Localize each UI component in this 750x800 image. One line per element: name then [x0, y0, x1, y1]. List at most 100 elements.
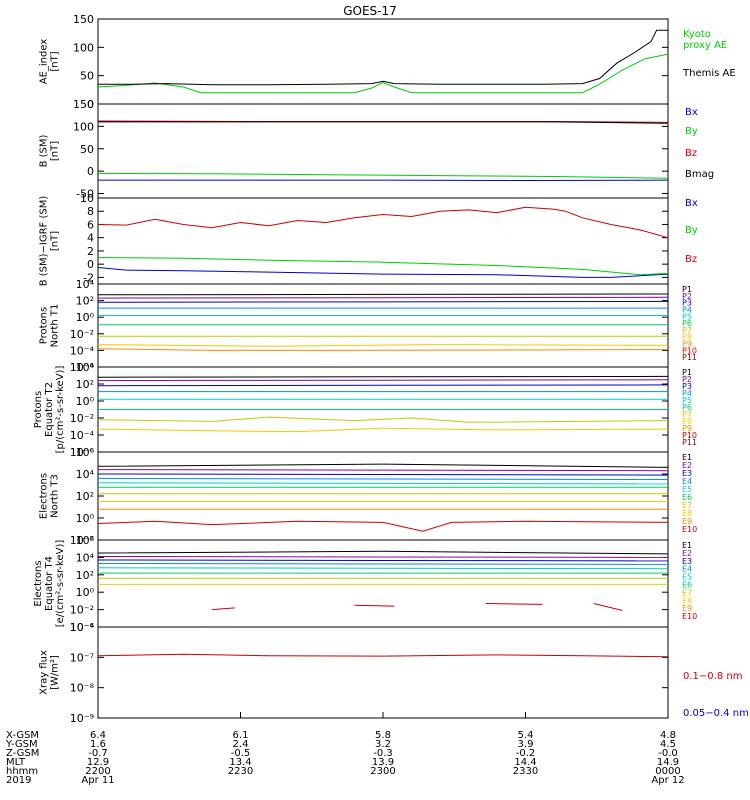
legend-p_north-P6: P6 — [682, 319, 692, 328]
ytick-label-bsm-2: 50 — [80, 143, 94, 156]
ytick-label-xray-0: 10⁻⁹ — [70, 712, 94, 725]
ytick-label-bdiff-6: 10 — [80, 192, 94, 205]
ytick-label-p_equator-1: 10⁻⁴ — [70, 429, 95, 442]
xaxis-row-value-0-3: 5.4 — [518, 730, 534, 741]
legend-e_equator-E8: E8 — [682, 596, 692, 605]
series-e_equator-E5 — [97, 567, 669, 570]
ytick-label-xray-2: 10⁻⁷ — [70, 651, 94, 664]
ytick-label-p_equator-0: 10⁻⁶ — [70, 446, 95, 459]
chart-title: GOES-17 — [343, 4, 397, 18]
xaxis-row-value-4-2: 2300 — [370, 766, 395, 777]
ylabel-p_equator-1: Equator T2 — [44, 382, 55, 437]
series-p_equator-P3 — [97, 384, 669, 387]
ytick-label-bdiff-3: 4 — [87, 232, 94, 245]
series-e_north-E3 — [97, 473, 669, 476]
xaxis-row-value-3-4: 14.9 — [657, 757, 679, 768]
ytick-label-bsm-0: -50 — [76, 188, 94, 201]
legend-e_north-E10: E10 — [682, 525, 697, 534]
panel-frame-ae — [97, 18, 669, 105]
legend-p_north-P2: P2 — [682, 292, 692, 301]
series-bdiff-Bx — [97, 267, 669, 278]
ytick-label-p_equator-4: 10² — [76, 378, 94, 391]
legend-p_equator-P9: P9 — [682, 424, 692, 433]
ylabel-p_north-0: Protons — [39, 307, 50, 344]
legend-p_equator-P11: P11 — [682, 438, 697, 447]
series-bsm-Bmag — [98, 121, 669, 124]
xaxis-row-value-0-1: 6.1 — [233, 730, 249, 741]
legend-p_north-P3: P3 — [682, 299, 692, 308]
ylabel-bsm-1: [nT] — [50, 141, 61, 161]
legend-e_north-E7: E7 — [682, 501, 692, 510]
xaxis-row-value-4-0: 2200 — [85, 766, 110, 777]
legend-p_north-P1: P1 — [682, 285, 692, 294]
legend-p_equator-P8: P8 — [682, 417, 692, 426]
legend-p_north-P10: P10 — [682, 346, 697, 355]
ytick-label-p_north-4: 10² — [76, 295, 94, 308]
legend-p_north-P4: P4 — [682, 305, 692, 314]
series-bdiff-By — [97, 257, 669, 276]
xaxis-row-value-1-4: 4.5 — [660, 739, 676, 750]
series-e_north-E1 — [97, 463, 669, 468]
legend-e_equator-E3: E3 — [682, 557, 692, 566]
panel-frame-bsm — [97, 103, 669, 199]
ytick-label-e_north-0: 10⁻² — [70, 534, 94, 547]
xaxis-row-value-1-0: 1.6 — [90, 739, 106, 750]
ytick-label-p_north-5: 10⁴ — [76, 278, 95, 291]
series-e_north-E10 — [97, 520, 669, 532]
xaxis-row-value-2-2: -0.3 — [373, 748, 393, 759]
ytick-label-ae-3: 150 — [73, 13, 94, 26]
ylabel-ae-0: AE_index — [39, 39, 50, 85]
ytick-label-e_north-3: 10⁴ — [76, 468, 95, 481]
legend-e_north-E2: E2 — [682, 461, 692, 470]
xaxis-row-value-4-4: 0000 — [655, 766, 680, 777]
series-e_equator-E4 — [97, 563, 669, 565]
xaxis-row-label-3: MLT — [6, 757, 26, 768]
legend-e_north-E1: E1 — [682, 453, 692, 462]
xaxis-row-value-2-4: -0.0 — [658, 748, 678, 759]
legend-e_north-E4: E4 — [682, 477, 692, 486]
legend-p_equator-P6: P6 — [682, 403, 692, 412]
xaxis-row-value-1-3: 3.9 — [518, 739, 534, 750]
series-e_equator-E10-seg-0 — [211, 607, 235, 611]
series-e_equator-E10-seg-2 — [485, 603, 543, 605]
series-e_equator-E10-seg-1 — [354, 604, 395, 607]
series-e_north-E4 — [97, 477, 669, 480]
series-xray-0-1-0-8-nm — [97, 653, 669, 658]
xaxis-row-value-4-3: 2330 — [513, 766, 538, 777]
series-p_north-P8 — [97, 344, 669, 347]
legend-e_equator-E1: E1 — [682, 541, 692, 550]
xaxis-row-value-5-0: Apr 11 — [81, 775, 114, 786]
legend-e_equator-E2: E2 — [682, 549, 692, 558]
legend-p_equator-P3: P3 — [682, 382, 692, 391]
xaxis-row-value-2-0: -0.7 — [88, 748, 108, 759]
legend-xray-1-0: 0.05−0.4 nm — [683, 708, 749, 719]
xaxis-row-value-0-2: 5.8 — [375, 730, 391, 741]
ytick-label-e_north-1: 10⁰ — [76, 512, 95, 525]
legend-bsm-0-0: Bx — [685, 107, 698, 118]
ytick-label-p_equator-5: 10⁴ — [76, 361, 95, 374]
legend-p_equator-P5: P5 — [682, 396, 692, 405]
xaxis-row-label-0: X-GSM — [6, 730, 39, 741]
series-p_north-P9 — [97, 348, 669, 351]
legend-e_north-E8: E8 — [682, 509, 692, 518]
legend-bsm-1-0: By — [685, 126, 698, 137]
ytick-label-bdiff-2: 2 — [87, 245, 94, 258]
ytick-label-p_north-2: 10⁻² — [70, 328, 94, 341]
ytick-label-e_equator-5: 10⁶ — [76, 534, 95, 547]
legend-e_equator-E5: E5 — [682, 573, 692, 582]
legend-xray-0-0: 0.1−0.8 nm — [683, 671, 742, 682]
legend-ae-0-1: proxy AE — [683, 40, 727, 51]
ytick-label-p_north-0: 10⁻⁶ — [70, 361, 95, 374]
series-e_equator-E3 — [97, 559, 669, 562]
panel-frame-xray — [97, 626, 669, 719]
legend-p_equator-P10: P10 — [682, 431, 697, 440]
ytick-label-e_equator-0: 10⁻⁴ — [70, 621, 95, 634]
ylabel-bsm-0: B (SM) — [39, 134, 50, 167]
legend-e_north-E3: E3 — [682, 469, 692, 478]
legend-e_equator-E6: E6 — [682, 581, 692, 590]
legend-e_equator-E9: E9 — [682, 604, 692, 613]
xaxis-row-value-1-2: 3.2 — [375, 739, 391, 750]
ylabel-e_equator-2: [e/(cm²-s-sr-keV)] — [55, 540, 66, 628]
xaxis-row-value-2-3: -0.2 — [516, 748, 536, 759]
series-ae-Themis-AE — [98, 29, 668, 86]
